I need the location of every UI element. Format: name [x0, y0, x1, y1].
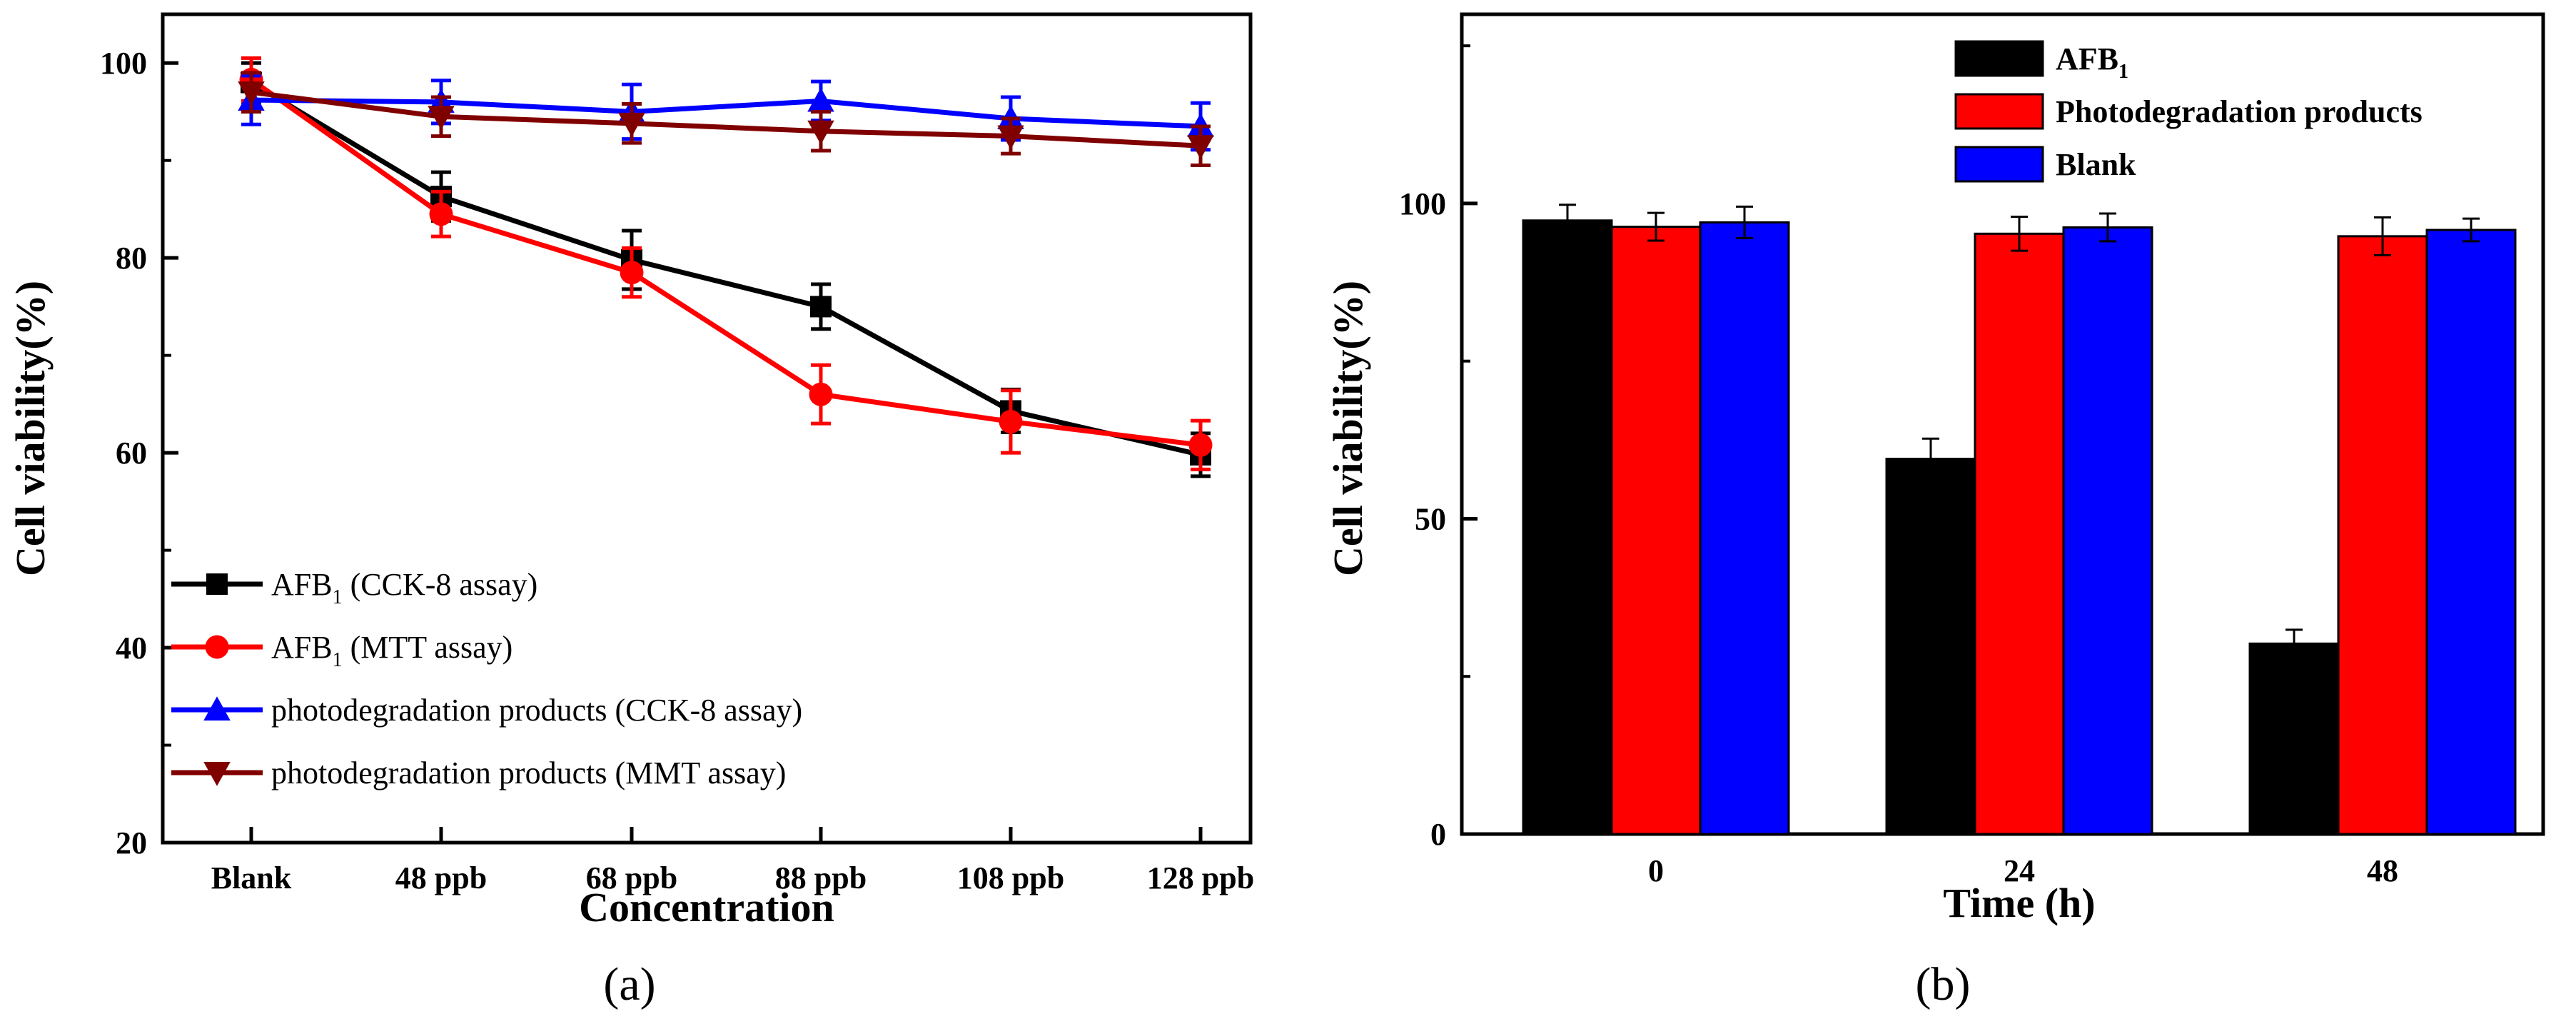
legend-entry: AFB1: [2056, 41, 2128, 83]
data-point: [428, 106, 455, 131]
data-point: [810, 296, 832, 318]
x-axis-title: Time (h): [1943, 880, 2095, 926]
y-axis-title: Cell viability(%): [1325, 281, 1371, 576]
series-2: [239, 56, 1213, 471]
legend-entry: Photodegradation products: [2056, 94, 2423, 129]
series-line: [251, 89, 1201, 149]
series-line: [250, 80, 1201, 458]
legend-entry: AFB1 (CCK-8 assay): [271, 567, 537, 608]
legend-swatch: [1954, 93, 2044, 130]
data-point: [429, 202, 453, 226]
data-point: [618, 112, 645, 137]
y-axis-title: Cell viability(%): [7, 281, 54, 576]
legend-entry: AFB1 (MTT assay): [271, 630, 512, 671]
bar: [1522, 219, 1613, 835]
panel-label-a: (a): [603, 958, 655, 1010]
bar: [2248, 642, 2340, 835]
x-tick-label: Blank: [211, 860, 292, 895]
legend-entry: photodegradation products (MMT assay): [271, 756, 786, 790]
bar: [1885, 458, 1976, 835]
data-point: [807, 120, 834, 145]
bar: [1699, 221, 1790, 835]
data-point: [620, 261, 644, 285]
series-line: [249, 77, 1201, 448]
y-tick-label: 80: [116, 241, 147, 276]
data-point: [1187, 135, 1214, 159]
x-tick-label: 128 ppb: [1147, 860, 1254, 895]
legend-swatch: [1954, 40, 2044, 77]
y-tick-label: 100: [100, 46, 147, 81]
data-point: [999, 409, 1023, 433]
bar: [1974, 232, 2065, 835]
data-point: [807, 87, 834, 112]
y-tick-label: 40: [116, 631, 147, 666]
x-tick-label: 48: [2367, 853, 2398, 888]
y-tick-label: 100: [1399, 186, 1446, 221]
legend-marker: [206, 573, 228, 595]
panel-b: 0 50 100 0 24 48 Time (h) Cell viability(%) AFB1…: [1325, 12, 2545, 1010]
y-tick-label: 50: [1415, 501, 1446, 536]
y-tick-label: 20: [116, 825, 147, 860]
x-tick-label: 68 ppb: [586, 860, 677, 895]
plot-frame: [161, 12, 1253, 845]
legend-marker: [203, 762, 231, 786]
data-point: [997, 125, 1024, 150]
data-point: [1188, 433, 1213, 457]
x-axis-title: Concentration: [579, 884, 834, 930]
x-tick-label: 48 ppb: [395, 860, 487, 895]
y-tick-label: 60: [116, 436, 147, 471]
bar: [2337, 235, 2428, 835]
x-tick-label: 0: [1648, 853, 1664, 888]
y-tick-label: 0: [1430, 817, 1446, 852]
series-4: [238, 71, 1214, 168]
series-line: [251, 97, 1201, 129]
legend-marker: [203, 696, 231, 721]
x-tick-label: 88 ppb: [775, 860, 867, 895]
legend-a: AFB1 (CCK-8 assay) AFB1 (MTT assay) photod…: [171, 567, 802, 790]
data-point: [809, 382, 833, 406]
legend-marker: [205, 635, 229, 659]
legend-entry: photodegradation products (CCK-8 assay): [271, 693, 802, 728]
x-tick-label: 108 ppb: [957, 860, 1064, 895]
panel-a: 20 40 60 80 100 Blank 48 ppb 68 ppb 88 ppb 108 pp…: [7, 12, 1254, 1010]
bar: [1610, 226, 1702, 835]
series-1: [1522, 204, 2340, 835]
bar: [2062, 226, 2153, 835]
x-tick-label: 24: [2004, 853, 2035, 888]
bar: [2425, 229, 2517, 835]
legend-b: AFB1 Photodegradation products Blank: [1954, 40, 2423, 183]
legend-swatch: [1954, 146, 2044, 183]
panel-label-b: (b): [1916, 958, 1971, 1010]
data-point: [238, 81, 265, 106]
series-3: [1699, 205, 2517, 835]
legend-entry: Blank: [2056, 147, 2136, 182]
series-2: [1610, 211, 2428, 835]
